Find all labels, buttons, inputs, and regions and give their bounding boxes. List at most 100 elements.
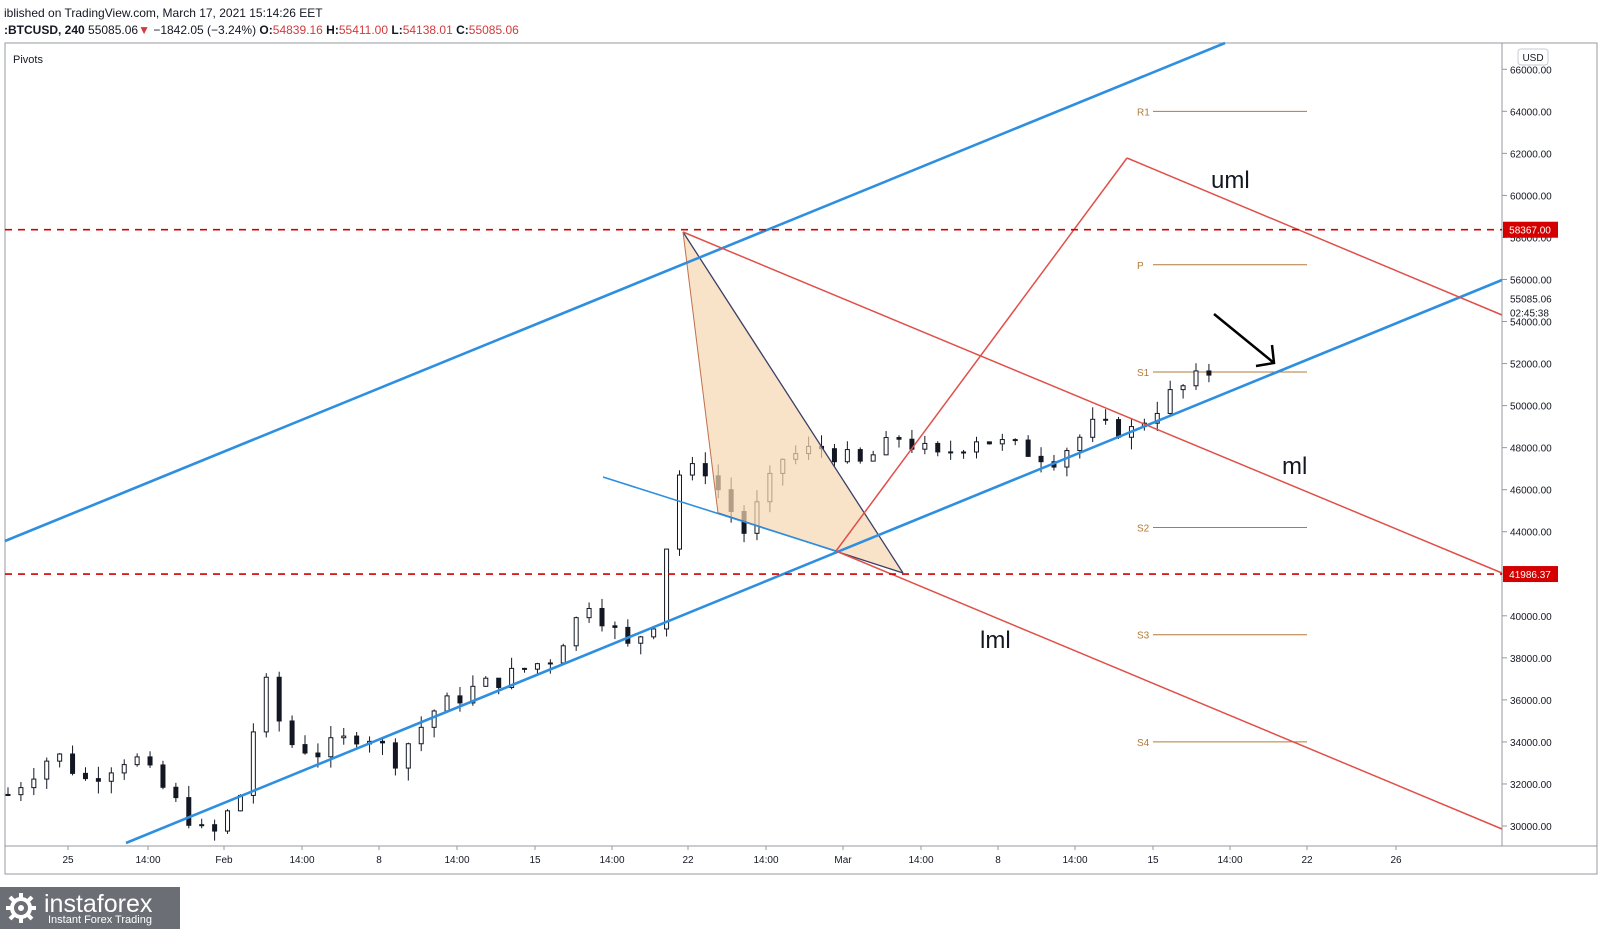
- high-value: 55411.00: [338, 23, 389, 37]
- candle: [973, 441, 979, 453]
- label-ml: ml: [1282, 453, 1307, 480]
- candle: [134, 756, 140, 766]
- candle: [664, 548, 670, 630]
- candle: [483, 677, 489, 687]
- currency-box: [1517, 48, 1549, 66]
- time-tick-label: 15: [1147, 855, 1159, 866]
- ohlc-header: :BTCUSD, 240 55085.06▼ −1842.05 (−3.24%)…: [4, 23, 519, 37]
- candle: [379, 740, 385, 744]
- brand-tagline: Instant Forex Trading: [48, 914, 152, 926]
- gear-icon: [6, 893, 36, 923]
- candle: [896, 437, 902, 440]
- candle: [676, 474, 682, 550]
- candle: [147, 756, 153, 766]
- candle: [276, 676, 282, 722]
- candle: [935, 442, 941, 453]
- candle: [250, 731, 256, 796]
- indicator-label: Pivots: [13, 54, 43, 66]
- price-tick-label: 52000.00: [1510, 360, 1552, 371]
- candle: [831, 448, 837, 463]
- candle: [341, 735, 347, 739]
- candle: [95, 778, 101, 782]
- candle: [70, 753, 76, 774]
- price-axis: USD 30000.00 32000.00 34000.00 36000.00 38000…: [1502, 48, 1558, 833]
- candle: [328, 737, 334, 758]
- candle: [18, 787, 24, 796]
- candle: [431, 710, 437, 728]
- price-tag: [1503, 221, 1558, 238]
- channel-lower-line: [125, 278, 1503, 845]
- pivot-label: S4: [1137, 738, 1150, 749]
- candle: [625, 626, 631, 644]
- pivot-label: S1: [1137, 368, 1150, 379]
- candle: [1116, 419, 1122, 438]
- price-tag-label: 41986.37: [1509, 570, 1551, 581]
- candle: [999, 439, 1005, 445]
- fork-median: [682, 231, 1503, 574]
- time-tick-label: Mar: [834, 855, 852, 866]
- candle: [689, 463, 695, 476]
- candle: [444, 695, 450, 712]
- candle: [1038, 455, 1044, 463]
- countdown-label: 02:45:38: [1510, 309, 1549, 320]
- candle: [199, 824, 205, 827]
- last-price: 55085.06: [88, 23, 139, 37]
- candle: [702, 463, 708, 477]
- candle: [31, 778, 37, 789]
- candle: [160, 764, 166, 788]
- price-tick-label: 38000.00: [1510, 654, 1552, 665]
- candle: [922, 442, 928, 450]
- candle: [883, 437, 889, 456]
- time-tick-label: 14:00: [908, 855, 933, 866]
- candle: [1077, 436, 1083, 452]
- fork-lower-median: [835, 550, 1503, 830]
- price-tick-label: 50000.00: [1510, 402, 1552, 413]
- symbol-label: :BTCUSD, 240: [4, 23, 85, 37]
- candle: [870, 454, 876, 462]
- price-tick-label: 44000.00: [1510, 528, 1552, 539]
- fork-handle: [835, 157, 1128, 552]
- down-arrow-icon: ▼: [138, 23, 150, 37]
- price-tick-label: 30000.00: [1510, 822, 1552, 833]
- candle: [651, 628, 657, 638]
- instaforex-logo: instaforex Instant Forex Trading: [0, 887, 180, 929]
- candle: [392, 742, 398, 769]
- time-tick-label: 8: [376, 855, 382, 866]
- pivot-label: R1: [1137, 107, 1150, 118]
- candle: [57, 753, 63, 762]
- candle: [186, 797, 192, 826]
- candle: [522, 667, 528, 670]
- candle: [418, 726, 424, 745]
- change-value: −1842.05 (−3.24%): [153, 23, 257, 37]
- price-tick-label: 64000.00: [1510, 107, 1552, 118]
- candle: [844, 449, 850, 463]
- label-lml: lml: [980, 627, 1011, 654]
- candle: [405, 743, 411, 769]
- candle: [108, 772, 114, 782]
- time-tick-label: 14:00: [599, 855, 624, 866]
- candle: [612, 625, 618, 628]
- close-value: 55085.06: [468, 23, 519, 37]
- price-tick-label: 40000.00: [1510, 612, 1552, 623]
- channel-upper-line: [4, 41, 1226, 543]
- candle: [1206, 370, 1212, 376]
- price-tick-label: 46000.00: [1510, 486, 1552, 497]
- low-label: L:: [391, 23, 403, 37]
- support-line: [602, 476, 837, 552]
- candle: [857, 449, 863, 462]
- wedge-left-edge: [682, 231, 719, 514]
- candle: [496, 677, 502, 688]
- price-tick-label: 36000.00: [1510, 696, 1552, 707]
- time-tick-label: 26: [1390, 855, 1402, 866]
- candle: [302, 744, 308, 754]
- candle: [1180, 385, 1186, 391]
- currency-label: USD: [1522, 53, 1543, 64]
- candle: [44, 760, 50, 780]
- time-tick-label: 14:00: [135, 855, 160, 866]
- candle: [354, 735, 360, 745]
- price-tick-label: 56000.00: [1510, 275, 1552, 286]
- candle: [263, 676, 269, 733]
- candle: [1154, 412, 1160, 424]
- wedge-upper-line: [682, 231, 904, 574]
